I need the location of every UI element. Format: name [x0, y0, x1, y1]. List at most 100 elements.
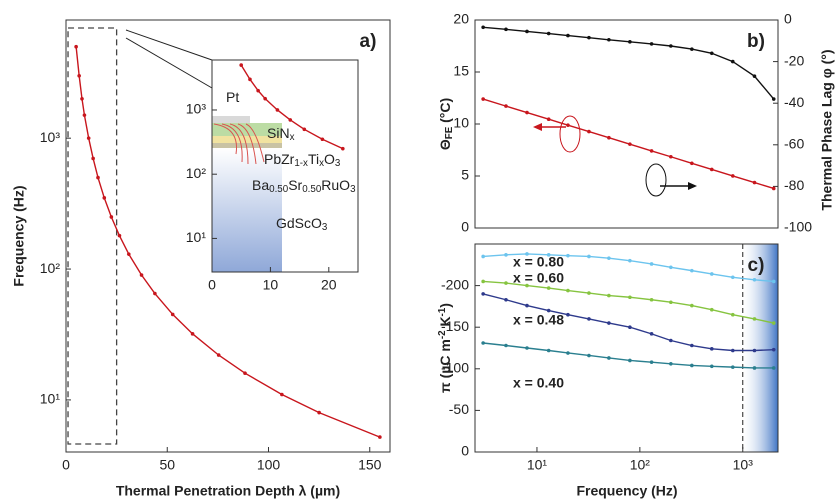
label-part: Pt: [226, 89, 239, 105]
data-point: [525, 252, 529, 256]
data-point: [525, 29, 529, 34]
layer-label: PbZr1-xTixO3: [264, 151, 341, 169]
label-part: O: [324, 151, 335, 167]
y-tick-label: 10¹: [40, 391, 61, 407]
label-part: x: [290, 132, 295, 143]
x-tick-label: 0: [62, 457, 70, 473]
data-point: [628, 295, 632, 300]
label-part: Ba: [252, 177, 269, 193]
data-point: [607, 321, 611, 325]
y2-tick-label: -40: [784, 94, 804, 110]
data-point: [546, 31, 551, 36]
data-point: [690, 268, 694, 273]
label-part: -2: [437, 330, 448, 339]
x-tick-label: 10³: [733, 457, 754, 473]
x-tick-label: 100: [257, 457, 281, 473]
data-point: [628, 325, 632, 330]
data-point: [216, 353, 221, 357]
y-axis-label: π (µC m-2 K-1): [437, 303, 453, 393]
data-point: [263, 96, 267, 101]
heat-arrow: [213, 123, 238, 155]
data-point: [649, 149, 654, 153]
x-tick-label: 0: [208, 277, 216, 293]
data-point: [82, 113, 87, 117]
data-point: [566, 33, 570, 38]
label-part: Ti: [308, 151, 319, 167]
y2-tick-label: 0: [784, 11, 792, 27]
data-point: [317, 410, 321, 415]
data-point: [481, 97, 485, 101]
label-part: Θ: [437, 139, 453, 150]
data-point: [690, 303, 694, 308]
layer-label: Pt: [226, 89, 239, 105]
data-point: [628, 142, 632, 146]
data-point: [525, 303, 529, 308]
data-point: [690, 343, 694, 348]
layer-pt: [212, 116, 250, 123]
data-point: [669, 154, 673, 159]
data-point: [649, 42, 654, 46]
data-point: [504, 27, 508, 32]
data-point: [320, 137, 325, 142]
data-point: [288, 118, 293, 122]
y2-tick-label: -100: [784, 219, 812, 235]
arrow-head: [533, 123, 542, 131]
data-point: [275, 108, 280, 112]
data-point: [109, 215, 114, 219]
data-point: [481, 341, 485, 345]
data-point: [649, 360, 654, 364]
data-point: [587, 129, 591, 134]
data-point: [628, 358, 632, 363]
data-point: [669, 44, 673, 48]
data-point: [709, 307, 714, 312]
data-point: [546, 286, 551, 290]
data-point: [566, 288, 570, 293]
data-point: [566, 312, 570, 317]
plot-frame: [211, 59, 359, 273]
data-point: [566, 351, 570, 355]
data-point: [117, 233, 122, 238]
y-tick-label: 0: [461, 219, 469, 235]
data-point: [91, 156, 95, 161]
data-point: [504, 104, 508, 108]
y-tick-label: 0: [461, 443, 469, 459]
data-point: [752, 277, 757, 282]
data-point: [239, 63, 243, 67]
substrate: [212, 148, 282, 272]
data-point: [730, 275, 735, 280]
data-point: [587, 317, 591, 321]
label-part: π (µC m: [437, 339, 453, 393]
x-tick-label: 10¹: [527, 457, 548, 473]
data-point: [690, 161, 694, 166]
data-point: [730, 174, 735, 178]
x-tick-label: 150: [358, 457, 382, 473]
data-point: [752, 74, 757, 78]
layer-label: GdScO3: [276, 215, 328, 233]
label-part: 0.50: [269, 184, 289, 195]
heat-arrow: [221, 123, 243, 163]
data-point: [546, 117, 551, 122]
y-tick-label: 20: [453, 11, 469, 27]
label-part: 3: [322, 222, 328, 233]
data-point: [481, 25, 485, 30]
arrow-head: [688, 182, 697, 190]
heat-arrow: [245, 123, 265, 163]
data-point: [649, 332, 654, 336]
data-point: [587, 353, 591, 358]
data-point: [243, 371, 247, 376]
data-point: [546, 348, 551, 353]
data-point: [730, 348, 735, 353]
label-part: K: [437, 316, 453, 330]
series-line: [75, 46, 381, 438]
data-point: [669, 362, 673, 366]
data-point: [690, 47, 694, 51]
label-part: x: [319, 158, 324, 169]
layer-label: SiNx: [267, 125, 295, 143]
data-point: [481, 279, 485, 284]
data-point: [587, 254, 591, 259]
data-point: [730, 365, 735, 369]
data-point: [190, 332, 195, 336]
data-point: [504, 343, 508, 348]
legend-label: x = 0.80: [513, 254, 564, 270]
